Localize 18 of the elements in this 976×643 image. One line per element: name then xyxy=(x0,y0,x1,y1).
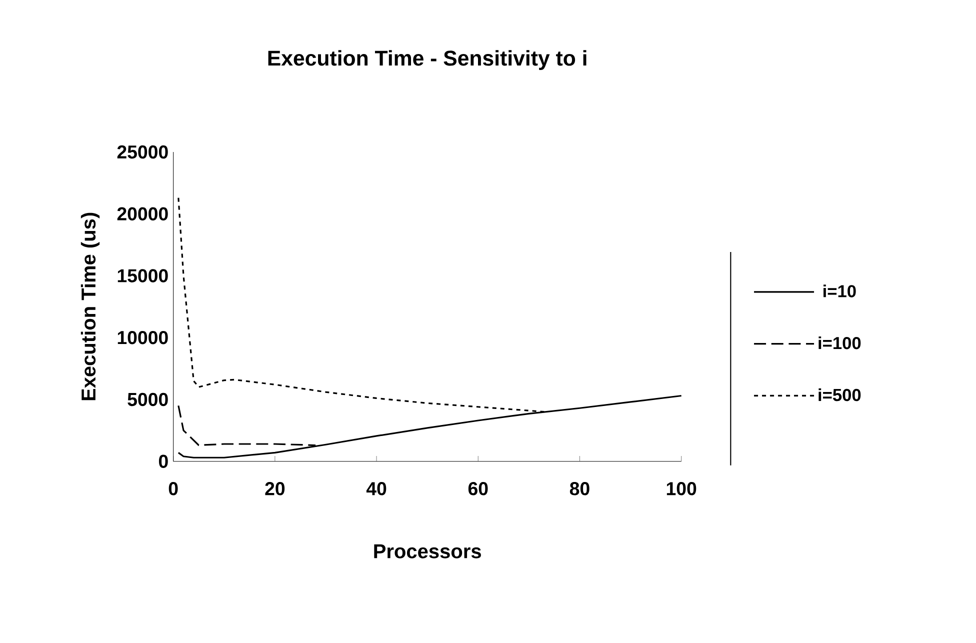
y-tick-label: 20000 xyxy=(117,207,168,221)
legend-label: i=100 xyxy=(818,336,861,350)
chart-title: Execution Time - Sensitivity to i xyxy=(268,50,586,70)
y-axis-title: Execution Time (us) xyxy=(80,213,100,400)
x-tick-label: 20 xyxy=(265,482,285,496)
x-tick-label: 60 xyxy=(468,482,488,496)
x-tick-label: 0 xyxy=(168,482,178,496)
y-tick-label: 15000 xyxy=(118,269,168,283)
legend-label: i=10 xyxy=(824,284,856,298)
x-tick-label: 80 xyxy=(570,482,590,496)
y-tick-label: 0 xyxy=(158,454,168,468)
x-axis-title: Processors xyxy=(374,544,481,559)
legend-label: i=500 xyxy=(818,388,861,402)
y-tick-label: 5000 xyxy=(128,393,168,406)
x-tick-label: 40 xyxy=(366,482,386,496)
x-tick-label: 100 xyxy=(666,482,696,496)
y-tick-label: 10000 xyxy=(118,331,168,344)
y-tick-label: 25000 xyxy=(117,146,168,159)
